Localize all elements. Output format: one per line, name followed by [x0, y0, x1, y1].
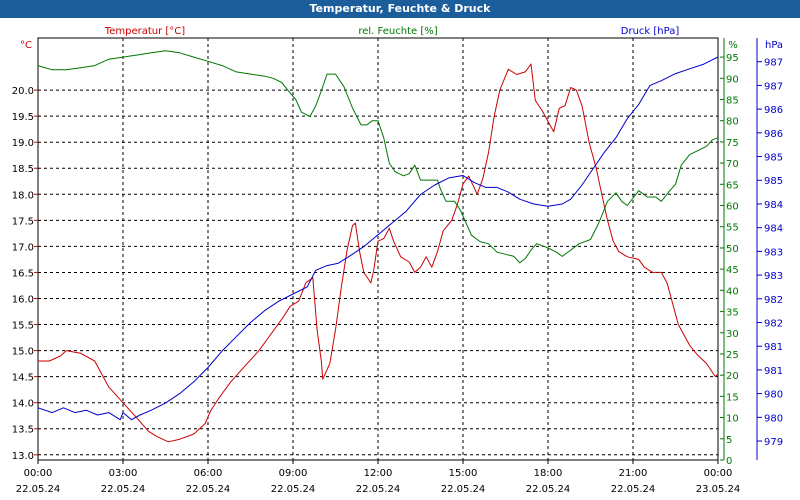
y-left-tick-label: 14.5 — [12, 373, 34, 384]
y-right-tick-label: 984 — [764, 224, 783, 235]
y-mid-tick-label: 35 — [726, 308, 739, 319]
y-mid-tick-label: 0 — [726, 456, 732, 467]
y-right-tick-label: 987 — [764, 81, 783, 92]
y-right-tick-label: 986 — [764, 129, 783, 140]
y-right-tick-label: 985 — [764, 153, 783, 164]
legend-temperature: Temperatur [°C] — [104, 26, 185, 37]
axes-layer: °C % hPa Temperatur [°C] rel. Feuchte [%… — [12, 26, 783, 495]
x-tick-label-time: 06:00 — [194, 468, 223, 479]
x-tick-label-date: 22.05.24 — [356, 484, 401, 495]
y-right-tick-label: 982 — [764, 295, 783, 306]
y-mid-tick-label: 90 — [726, 74, 739, 85]
y-right-tick-label: 983 — [764, 271, 783, 282]
title-bar — [0, 0, 800, 18]
x-tick-label-date: 23.05.24 — [696, 484, 741, 495]
y-right-tick-label: 983 — [764, 247, 783, 258]
legend-humidity: rel. Feuchte [%] — [358, 26, 437, 37]
y-mid-tick-label: 75 — [726, 138, 739, 149]
x-tick-label-date: 22.05.24 — [271, 484, 316, 495]
y-left-tick-label: 15.0 — [12, 347, 34, 358]
y-right-tick-label: 980 — [764, 413, 783, 424]
series-line-pressure — [37, 56, 719, 421]
y-mid-tick-label: 70 — [726, 159, 739, 170]
y-left-tick-label: 17.0 — [12, 242, 34, 253]
x-tick-label-time: 15:00 — [449, 468, 478, 479]
y-mid-tick-label: 20 — [726, 371, 739, 382]
y-left-tick-label: 18.0 — [12, 190, 34, 201]
y-left-tick-label: 17.5 — [12, 216, 34, 227]
y-mid-tick-label: 80 — [726, 117, 739, 128]
y-mid-tick-label: 25 — [726, 350, 739, 361]
y-right-tick-label: 979 — [764, 437, 783, 448]
y-mid-tick-label: 45 — [726, 265, 739, 276]
y-mid-tick-label: 55 — [726, 223, 739, 234]
x-tick-label-time: 00:00 — [704, 468, 733, 479]
y-left-tick-label: 16.5 — [12, 268, 34, 279]
y-left-tick-label: 16.0 — [12, 294, 34, 305]
y-left-tick-label: 15.5 — [12, 321, 34, 332]
y-mid-tick-label: 95 — [726, 53, 739, 64]
x-tick-label-time: 12:00 — [364, 468, 393, 479]
y-mid-tick-label: 85 — [726, 95, 739, 106]
x-tick-label-time: 09:00 — [279, 468, 308, 479]
y-mid-tick-label: 65 — [726, 180, 739, 191]
series-layer — [37, 50, 719, 443]
grid — [38, 38, 718, 460]
legend-pressure: Druck [hPa] — [621, 26, 680, 37]
y-right-tick-label: 980 — [764, 390, 783, 401]
y-mid-tick-label: 50 — [726, 244, 739, 255]
series-line-temperature — [38, 63, 719, 443]
y-right-tick-label: 986 — [764, 105, 783, 116]
x-tick-label-date: 22.05.24 — [16, 484, 61, 495]
x-tick-label-date: 22.05.24 — [611, 484, 656, 495]
y-mid-tick-label: 60 — [726, 202, 739, 213]
y-left-tick-label: 13.5 — [12, 425, 34, 436]
right-axis-unit: hPa — [765, 40, 783, 51]
x-tick-label-time: 21:00 — [619, 468, 648, 479]
y-mid-tick-label: 30 — [726, 329, 739, 340]
y-mid-tick-label: 40 — [726, 286, 739, 297]
y-right-tick-label: 981 — [764, 366, 783, 377]
y-mid-tick-label: 10 — [726, 414, 739, 425]
y-right-tick-label: 982 — [764, 318, 783, 329]
x-tick-label-time: 03:00 — [109, 468, 138, 479]
y-right-tick-label: 985 — [764, 176, 783, 187]
y-mid-tick-label: 5 — [726, 435, 732, 446]
y-mid-tick-label: 15 — [726, 392, 739, 403]
x-tick-label-date: 22.05.24 — [186, 484, 231, 495]
mid-axis-unit: % — [728, 40, 738, 51]
x-tick-label-date: 22.05.24 — [101, 484, 146, 495]
y-left-tick-label: 19.0 — [12, 138, 34, 149]
series-line-humidity — [37, 50, 719, 264]
y-left-tick-label: 13.0 — [12, 451, 34, 462]
x-tick-label-time: 00:00 — [24, 468, 53, 479]
left-axis-unit: °C — [20, 40, 32, 51]
chart-title: Temperatur, Feuchte & Druck — [309, 2, 491, 15]
y-left-tick-label: 14.0 — [12, 399, 34, 410]
y-right-tick-label: 981 — [764, 342, 783, 353]
y-left-tick-label: 19.5 — [12, 112, 34, 123]
x-tick-label-date: 22.05.24 — [526, 484, 571, 495]
y-right-tick-label: 984 — [764, 200, 783, 211]
x-tick-label-time: 18:00 — [534, 468, 563, 479]
y-right-tick-label: 987 — [764, 58, 783, 69]
y-left-tick-label: 20.0 — [12, 86, 34, 97]
y-left-tick-label: 18.5 — [12, 164, 34, 175]
x-tick-label-date: 22.05.24 — [441, 484, 486, 495]
